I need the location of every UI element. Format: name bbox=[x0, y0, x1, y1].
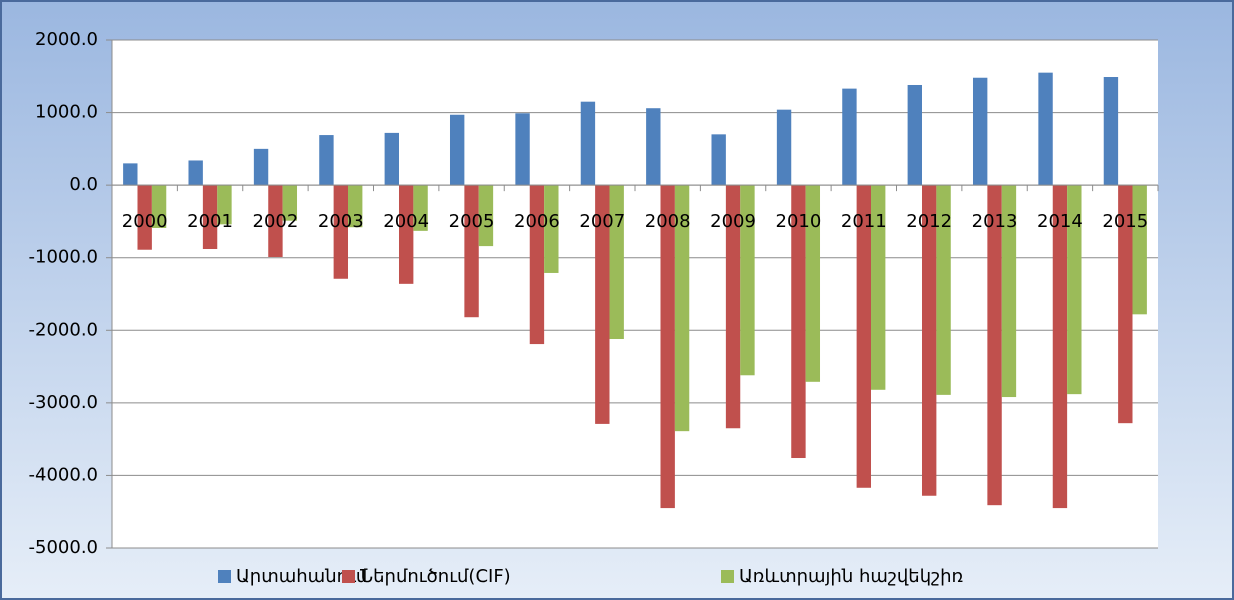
bar bbox=[413, 185, 428, 231]
bar bbox=[123, 163, 138, 186]
bar bbox=[464, 185, 479, 318]
y-tick-label: -2000.0 bbox=[29, 319, 98, 340]
bar bbox=[740, 185, 755, 376]
legend-swatch bbox=[218, 570, 231, 583]
bar bbox=[856, 185, 872, 488]
y-tick-label: -4000.0 bbox=[29, 464, 98, 485]
bar bbox=[972, 77, 988, 186]
bar bbox=[987, 185, 1002, 506]
bar bbox=[348, 185, 363, 228]
y-tick-label: -3000.0 bbox=[29, 392, 98, 413]
x-tick-label: 2015 bbox=[1102, 211, 1148, 232]
x-tick-label: 2014 bbox=[1037, 211, 1083, 232]
bar bbox=[936, 185, 951, 395]
x-tick-label: 2009 bbox=[710, 211, 756, 232]
y-tick-label: -1000.0 bbox=[29, 247, 98, 268]
x-tick-label: 2001 bbox=[187, 211, 233, 232]
bar bbox=[791, 185, 806, 459]
x-tick-label: 2003 bbox=[318, 211, 364, 232]
x-tick-label: 2000 bbox=[122, 211, 168, 232]
legend-swatch bbox=[721, 570, 734, 583]
bar bbox=[202, 185, 218, 250]
x-tick-label: 2004 bbox=[383, 211, 429, 232]
bar bbox=[1052, 185, 1068, 509]
bar bbox=[725, 185, 741, 429]
x-tick-label: 2008 bbox=[645, 211, 691, 232]
bar bbox=[529, 185, 545, 345]
x-tick-label: 2010 bbox=[776, 211, 822, 232]
bar bbox=[595, 185, 610, 424]
bar bbox=[398, 185, 414, 284]
bar bbox=[449, 114, 465, 186]
bar bbox=[1038, 72, 1053, 186]
x-tick-label: 2007 bbox=[579, 211, 625, 232]
y-tick-label: 1000.0 bbox=[35, 102, 98, 123]
y-tick-label: -5000.0 bbox=[29, 537, 98, 558]
bar bbox=[660, 185, 675, 509]
bar bbox=[1118, 185, 1133, 424]
bar bbox=[282, 185, 298, 221]
bar bbox=[333, 185, 349, 279]
x-tick-label: 2002 bbox=[253, 211, 299, 232]
bar bbox=[776, 109, 792, 186]
bar bbox=[805, 185, 821, 382]
x-tick-label: 2006 bbox=[514, 211, 560, 232]
bar bbox=[711, 134, 726, 186]
x-tick-label: 2005 bbox=[449, 211, 495, 232]
y-tick-label: 2000.0 bbox=[35, 29, 98, 50]
bar bbox=[609, 185, 624, 339]
bar bbox=[253, 148, 269, 186]
x-tick-label: 2011 bbox=[841, 211, 887, 232]
bar bbox=[921, 185, 937, 496]
bar bbox=[1103, 77, 1119, 186]
bar bbox=[907, 84, 922, 186]
legend-swatch bbox=[342, 570, 355, 583]
y-tick-label: 0.0 bbox=[69, 174, 98, 195]
bar bbox=[1132, 185, 1147, 315]
bar bbox=[319, 135, 334, 186]
bar bbox=[268, 185, 283, 257]
bar bbox=[544, 185, 559, 273]
bar bbox=[1001, 185, 1017, 398]
bar bbox=[842, 88, 857, 186]
bar bbox=[137, 185, 152, 250]
x-tick-label: 2013 bbox=[972, 211, 1018, 232]
bar bbox=[871, 185, 886, 390]
bar bbox=[674, 185, 690, 432]
legend-label: Առևտրային հաշվեկշիռ bbox=[739, 566, 963, 587]
bar bbox=[515, 113, 530, 186]
x-tick-label: 2012 bbox=[906, 211, 952, 232]
bar bbox=[384, 132, 399, 186]
bar bbox=[1067, 185, 1082, 395]
bar bbox=[580, 101, 596, 186]
bar bbox=[151, 185, 167, 228]
bar bbox=[646, 108, 661, 186]
bar bbox=[217, 185, 232, 225]
bar bbox=[188, 160, 203, 186]
legend-label: Ներմուծում(CIF) bbox=[360, 566, 511, 587]
legend-label: Արտահանում bbox=[236, 566, 368, 587]
bar bbox=[478, 185, 494, 247]
